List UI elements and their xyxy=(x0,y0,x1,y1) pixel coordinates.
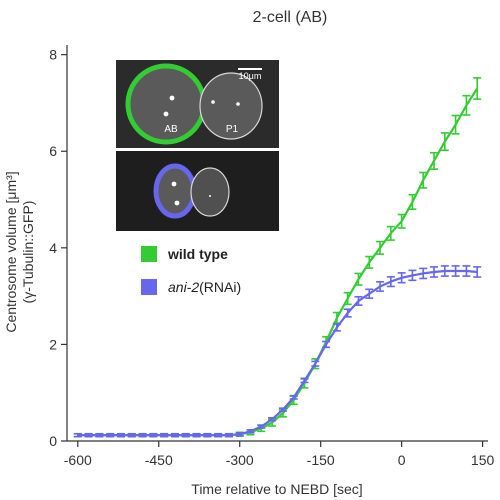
x-tick-label: -600 xyxy=(64,452,92,468)
series-line xyxy=(77,269,478,437)
inset-micrographs: 10μm AB P1 xyxy=(116,60,279,231)
x-tick-label: -300 xyxy=(226,452,254,468)
legend-swatch-ani2 xyxy=(141,279,157,295)
inset-top-centrosome xyxy=(211,100,215,104)
inset-label-p1: P1 xyxy=(226,124,239,135)
y-tick-label: 6 xyxy=(49,143,57,159)
legend-label-ani2: ani-2(RNAi) xyxy=(168,279,241,295)
inset-top-centrosome xyxy=(163,111,169,117)
inset-scale-bar-label: 10μm xyxy=(239,71,262,81)
y-tick-label: 2 xyxy=(49,336,57,352)
legend-swatch-wild-type xyxy=(141,246,157,262)
series-layer xyxy=(73,77,482,438)
y-tick-label: 4 xyxy=(49,240,57,256)
x-tick-label: 150 xyxy=(471,452,495,468)
legend-label-ani2-suffix: (RNAi) xyxy=(199,279,241,295)
inset-bottom-centrosome xyxy=(209,195,211,197)
x-tick-label: -450 xyxy=(145,452,173,468)
legend-label-wild-type: wild type xyxy=(167,246,228,262)
y-tick-label: 8 xyxy=(49,47,57,63)
inset-top-p1-cell xyxy=(199,72,263,140)
inset-bottom-centrosome xyxy=(174,200,180,206)
x-axis-label: Time relative to NEBD [sec] xyxy=(191,481,362,497)
series-ani2-rnai xyxy=(73,265,482,438)
y-axis-label: Centrosome volume [μm³] xyxy=(3,171,19,332)
inset-bottom-ab-cell xyxy=(153,163,197,219)
inset-bottom-p1-cell xyxy=(190,167,230,217)
inset-top-centrosome xyxy=(169,95,175,101)
y-tick-label: 0 xyxy=(49,433,57,449)
legend: wild type ani-2(RNAi) xyxy=(141,246,241,295)
legend-label-ani2-gene: ani-2 xyxy=(168,279,199,295)
inset-label-ab: AB xyxy=(164,124,178,135)
chart-title: 2-cell (AB) xyxy=(253,9,328,26)
inset-bottom-centrosome xyxy=(171,181,177,187)
inset-top-centrosome xyxy=(236,102,240,106)
axes: 0 2 4 6 8 -600 -450 -300 -150 0 150 xyxy=(49,45,494,468)
x-tick-label: 0 xyxy=(398,452,406,468)
y-axis-label-line2: (γ-Tubulin::GFP) xyxy=(20,201,36,304)
x-tick-label: -150 xyxy=(307,452,335,468)
